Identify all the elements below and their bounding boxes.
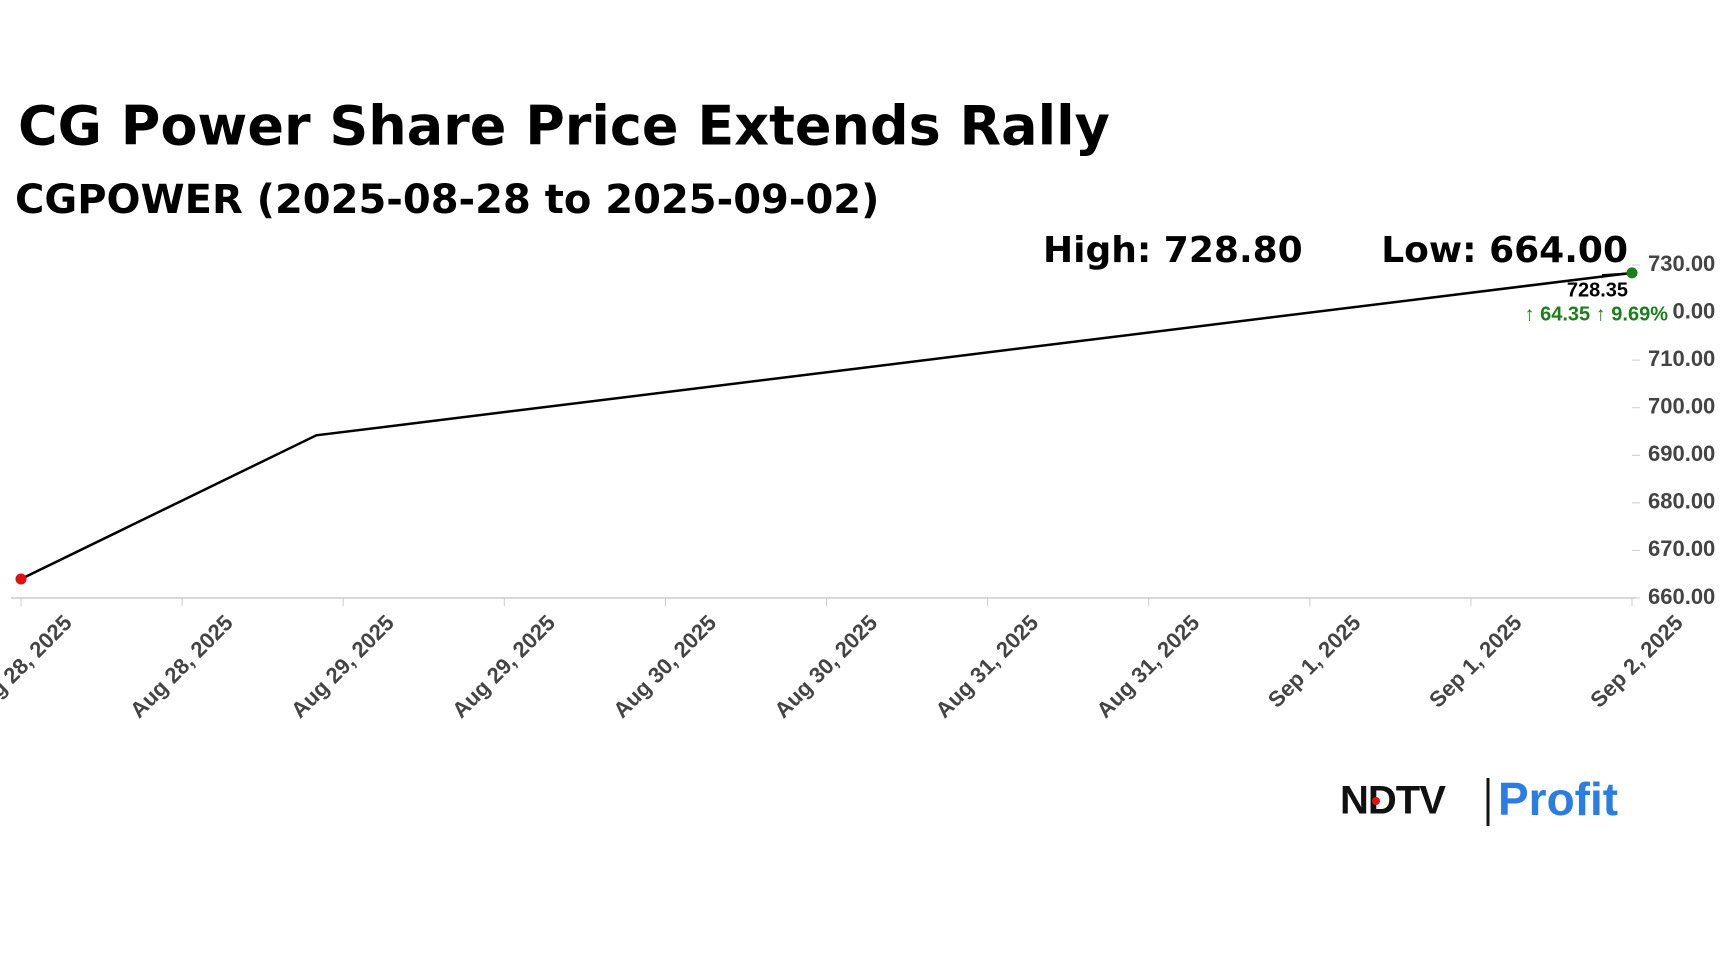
logo-ndtv: NDTV (1340, 779, 1446, 823)
logo-dot (1372, 797, 1380, 805)
x-tick-label: Sep 1, 2025 (1424, 610, 1526, 712)
last-price-annotation: 728.35 ↑ 64.35 ↑ 9.69% (1500, 279, 1672, 328)
plot-area: 660.00670.00680.00690.00700.00710.00720.… (0, 251, 1715, 723)
y-tick-label: 670.00 (1648, 536, 1715, 561)
x-tick-label: Aug 29, 2025 (286, 610, 399, 723)
x-tick-label: Sep 2, 2025 (1585, 610, 1687, 712)
x-tick-label: Aug 31, 2025 (1092, 610, 1205, 723)
price-line (20, 271, 1633, 581)
last-price: 728.35 (1567, 279, 1628, 301)
y-tick-label: 700.00 (1648, 394, 1715, 419)
y-tick-label: 730.00 (1648, 251, 1715, 276)
high-annotation: High: 728.80 (1043, 230, 1303, 271)
x-tick-label: Aug 29, 2025 (447, 610, 560, 723)
x-tick-label: Aug 28, 2025 (125, 610, 238, 723)
price-change: ↑ 64.35 ↑ 9.69% (1525, 303, 1669, 325)
y-tick-label: 660.00 (1648, 584, 1715, 609)
end-point (1626, 267, 1638, 279)
low-annotation: Low: 664.00 (1381, 230, 1628, 271)
x-tick-label: Aug 28, 2025 (0, 610, 77, 723)
y-tick-label: 690.00 (1648, 441, 1715, 466)
logo: NDTV Profit (1340, 773, 1618, 826)
logo-profit: Profit (1498, 773, 1618, 825)
chart-subtitle: CGPOWER (2025-08-28 to 2025-09-02) (15, 177, 879, 223)
start-point (15, 573, 27, 585)
y-tick-label: 680.00 (1648, 489, 1715, 514)
x-tick-label: Aug 30, 2025 (769, 610, 882, 723)
chart-title: CG Power Share Price Extends Rally (18, 95, 1110, 158)
x-tick-label: Aug 31, 2025 (930, 610, 1043, 723)
x-tick-label: Sep 1, 2025 (1263, 610, 1365, 712)
x-tick-label: Aug 30, 2025 (608, 610, 721, 723)
y-tick-label: 710.00 (1648, 346, 1715, 371)
label-background (1500, 300, 1672, 328)
